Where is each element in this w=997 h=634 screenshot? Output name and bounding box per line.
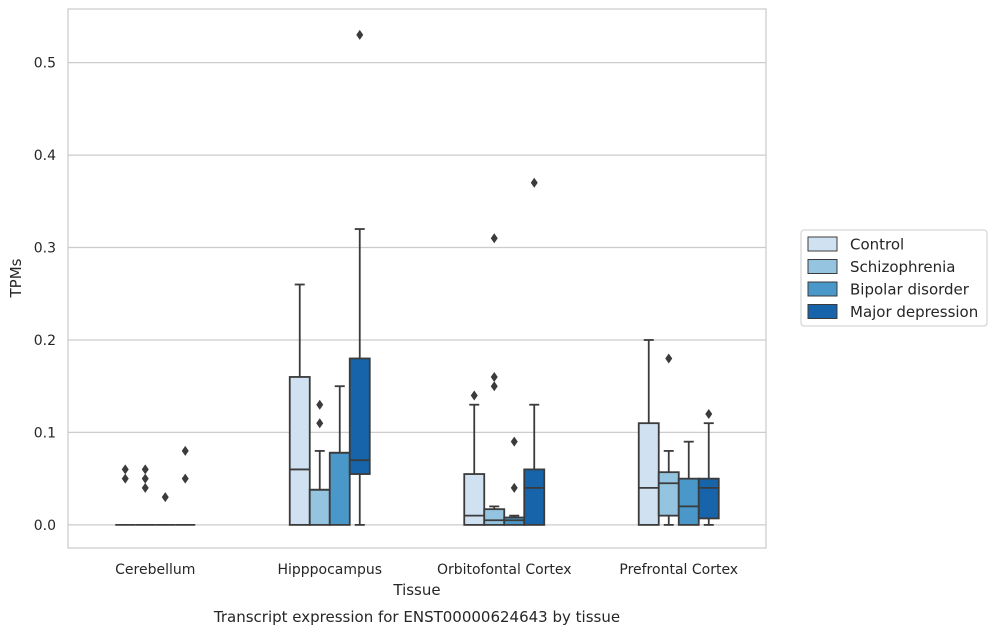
box-control [637,339,660,526]
box-body [657,471,680,517]
box-schizophrenia [308,450,331,526]
outlier-point [490,381,498,392]
outlier-point [665,353,673,364]
x-tick-labels: Cerebellum Hipppocampus Orbitofontal Corte… [115,562,738,578]
chart-caption: Transcript expression for ENST0000062464… [213,608,620,626]
plot-frame [67,8,767,549]
outlier-point [141,464,149,475]
legend-frame [800,229,988,327]
outlier-point [141,473,149,484]
y-tick-label: 0.1 [34,425,56,441]
legend-swatch [807,304,838,319]
y-tick-labels: 0.0 0.1 0.2 0.3 0.4 0.5 [34,56,56,534]
box-body [308,488,331,526]
box-schizophrenia [483,505,506,526]
box-body [483,508,506,526]
outlier-point [705,408,713,419]
outlier-points [121,29,713,503]
legend-swatch [807,259,838,274]
outlier-point [141,482,149,493]
outlier-point [161,492,169,503]
y-tick-label: 0.3 [34,241,56,257]
box-control [463,403,486,526]
box-body [677,477,700,526]
y-tick-label: 0.4 [34,148,56,164]
box-control [288,283,311,526]
legend-label: Bipolar disorder [850,281,970,299]
legend-swatch [807,281,838,297]
outlier-point [490,233,498,244]
outlier-point [181,445,189,456]
box-body [503,516,526,526]
box-bipolar-disorder [503,514,526,526]
x-tick-label: Hipppocampus [277,562,382,578]
outlier-point [121,473,129,484]
grid-lines [68,61,766,526]
x-tick-label: Orbitofontal Cortex [437,562,572,578]
outlier-point [181,473,189,484]
box-body [697,477,720,520]
box-body [523,468,546,526]
x-tick-label: Cerebellum [115,562,195,578]
box-major-depression [348,228,371,526]
x-tick-label: Prefrontal Cortex [619,562,738,578]
y-tick-label: 0.5 [34,56,56,72]
outlier-point [470,390,478,401]
outlier-point [510,436,518,447]
legend-label: Major depression [850,303,978,321]
box-body [348,357,371,475]
box-bipolar-disorder [677,440,700,526]
box-body [288,376,311,526]
outlier-point [316,399,324,410]
box-major-depression [697,422,720,526]
box-major-depression [523,403,546,526]
box-body [463,473,486,526]
y-tick-label: 0.2 [34,333,56,349]
x-axis-label: Tissue [392,581,440,599]
outlier-point [121,464,129,475]
outlier-point [510,482,518,493]
outlier-point [356,29,364,40]
y-tick-label: 0.0 [34,518,56,534]
box-body [328,451,351,526]
outlier-point [530,177,538,188]
legend-label: Control [850,236,904,254]
box-schizophrenia [657,450,680,526]
box-bipolar-disorder [328,385,351,526]
legend-swatch [807,236,838,252]
outlier-point [316,418,324,429]
box-body [637,422,660,526]
legend-label: Schizophrenia [850,258,955,276]
outlier-point [490,371,498,382]
legend: Control Schizophrenia Bipolar disorder Majo… [800,229,988,327]
y-axis-label: TPMs [7,258,25,298]
box-groups [115,228,720,526]
